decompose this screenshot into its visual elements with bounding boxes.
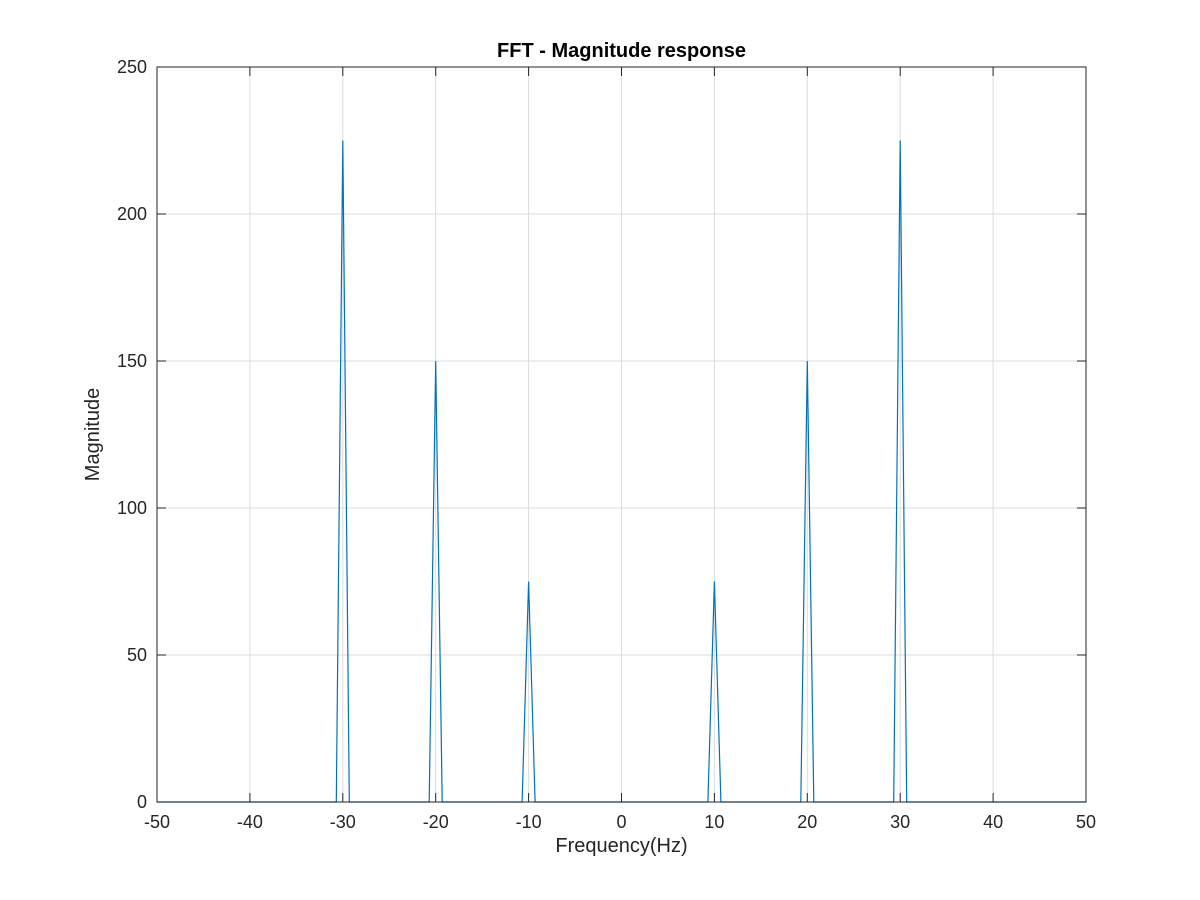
x-axis-label: Frequency(Hz) (555, 835, 687, 857)
x-tick-label: 30 (890, 812, 910, 832)
y-tick-labels: 0 50 100 150 200 250 (117, 57, 147, 812)
x-tick-label: 40 (983, 812, 1003, 832)
x-tick-label: -20 (423, 812, 449, 832)
x-tick-label: 0 (616, 812, 626, 832)
y-tick-label: 250 (117, 57, 147, 77)
x-tick-label: 50 (1076, 812, 1096, 832)
y-tick-label: 50 (127, 645, 147, 665)
y-tick-label: 100 (117, 498, 147, 518)
x-tick-label: 20 (797, 812, 817, 832)
y-axis-label: Magnitude (82, 388, 104, 481)
x-tick-labels: -50 -40 -30 -20 -10 0 10 20 30 40 50 (144, 812, 1096, 832)
x-tick-label: -40 (237, 812, 263, 832)
x-tick-label: -10 (516, 812, 542, 832)
plot-frame (156, 66, 1087, 803)
x-tick-label: -50 (144, 812, 170, 832)
x-tick-label: -30 (330, 812, 356, 832)
x-tick-label: 10 (704, 812, 724, 832)
y-tick-label: 200 (117, 204, 147, 224)
y-tick-label: 0 (137, 792, 147, 812)
y-tick-label: 150 (117, 351, 147, 371)
chart-title: FFT - Magnitude response (497, 40, 746, 62)
